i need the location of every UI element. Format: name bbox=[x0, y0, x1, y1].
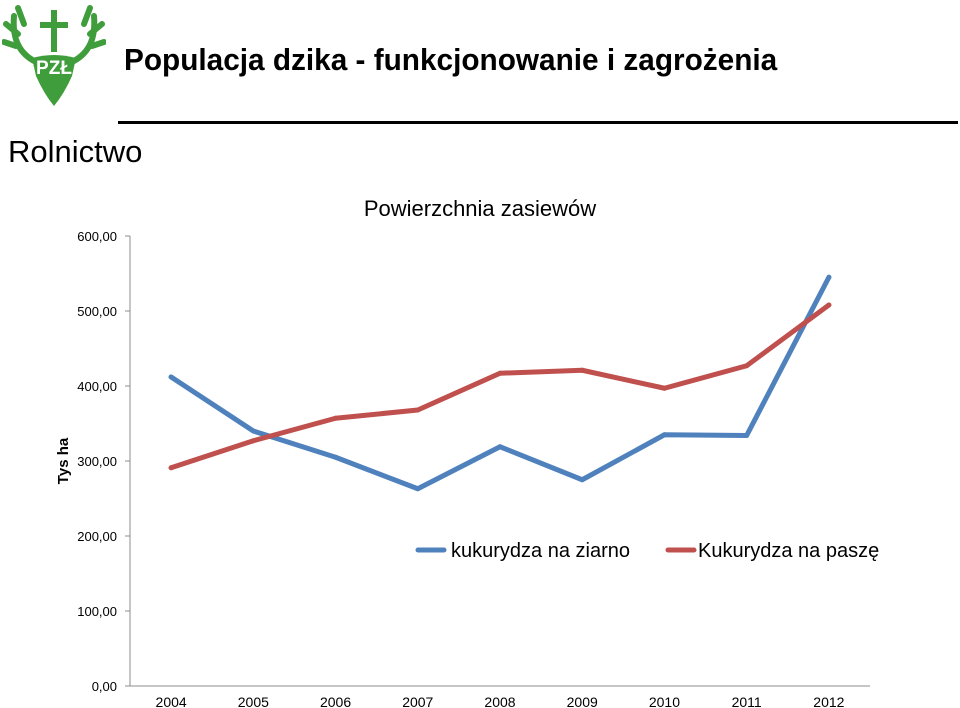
legend-label-2: Kukurydza na paszę bbox=[698, 540, 879, 562]
y-tick-label: 100,00 bbox=[77, 604, 117, 619]
y-tick-label: 500,00 bbox=[77, 304, 117, 319]
data-point bbox=[579, 477, 585, 483]
x-tick-label: 2007 bbox=[402, 694, 433, 708]
x-tick-label: 2009 bbox=[567, 694, 598, 708]
y-tick-label: 200,00 bbox=[77, 529, 117, 544]
data-point bbox=[661, 385, 667, 391]
svg-text:PZŁ: PZŁ bbox=[36, 58, 72, 79]
x-tick-label: 2011 bbox=[732, 694, 762, 708]
data-point bbox=[826, 302, 832, 308]
y-tick-label: 300,00 bbox=[77, 454, 117, 469]
pzl-logo: PZŁ bbox=[2, 5, 106, 106]
y-axis-title: Tys ha bbox=[55, 437, 72, 484]
chart-title: Powierzchnia zasiewów bbox=[364, 196, 596, 221]
data-point bbox=[333, 415, 339, 421]
data-point bbox=[415, 407, 421, 413]
y-tick-label: 400,00 bbox=[77, 379, 117, 394]
x-tick-label: 2010 bbox=[649, 694, 680, 708]
x-tick-label: 2006 bbox=[320, 694, 351, 708]
x-tick-label: 2012 bbox=[813, 694, 844, 708]
series-line-2 bbox=[168, 302, 832, 471]
data-point bbox=[744, 433, 750, 438]
data-point bbox=[250, 438, 256, 444]
legend-label-1: kukurydza na ziarno bbox=[451, 540, 630, 562]
y-tick-label: 0,00 bbox=[92, 679, 117, 694]
x-tick-label: 2008 bbox=[484, 694, 515, 708]
data-point bbox=[826, 274, 832, 280]
data-point bbox=[168, 465, 174, 471]
y-tick-label: 600,00 bbox=[77, 229, 117, 244]
slide-title: Populacja dzika - funkcjonowanie i zagro… bbox=[124, 42, 778, 77]
data-point bbox=[415, 486, 421, 492]
data-point bbox=[497, 370, 503, 376]
data-point bbox=[168, 374, 174, 380]
data-point bbox=[579, 367, 585, 373]
x-tick-label: 2004 bbox=[156, 694, 187, 708]
section-label: Rolnictwo bbox=[8, 134, 143, 169]
data-point bbox=[333, 454, 339, 460]
title-divider bbox=[118, 121, 958, 124]
data-point bbox=[497, 444, 503, 450]
data-point bbox=[250, 428, 256, 434]
x-tick-label: 2005 bbox=[238, 694, 269, 708]
series-line-1 bbox=[168, 274, 832, 492]
data-point bbox=[661, 432, 667, 438]
data-point bbox=[744, 363, 750, 369]
